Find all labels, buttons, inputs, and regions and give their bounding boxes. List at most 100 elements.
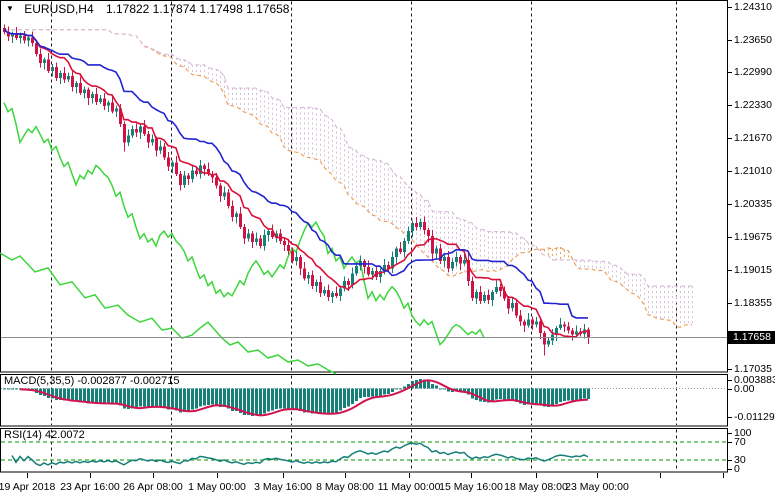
macd-bar [83, 388, 86, 403]
macd-bar [11, 388, 14, 390]
tenkan-sen-line [3, 28, 589, 338]
candle-body [31, 37, 34, 44]
symbol-dropdown-icon[interactable]: ▼ [6, 4, 14, 13]
macd-panel-layer [1, 379, 727, 417]
macd-bar [303, 388, 306, 413]
macd-bar [279, 388, 282, 409]
rsi-panel-layer [1, 441, 727, 467]
candle-body [59, 72, 62, 78]
kijun-sen-line [3, 28, 588, 319]
macd-bar [539, 388, 542, 405]
candle-body [383, 264, 386, 271]
macd-bar [323, 388, 326, 414]
macd-bar [143, 388, 146, 407]
macd-bar [327, 388, 330, 414]
candle-body [67, 75, 70, 80]
macd-bar [551, 388, 554, 406]
macd-bar [175, 388, 178, 411]
macd-bar [319, 388, 322, 415]
macd-bar [511, 388, 514, 401]
candle-body [515, 303, 518, 316]
macd-scale-label: 0.00 [734, 383, 755, 395]
grid-lines [51, 1, 677, 471]
macd-bar [583, 388, 586, 399]
candle-body [339, 288, 342, 296]
macd-scale-label: -0.011294 [734, 411, 775, 423]
candle-body [187, 175, 190, 179]
candle-body [503, 290, 506, 299]
candle-body [431, 236, 434, 254]
macd-bar [507, 388, 510, 401]
price-axis-label: 1.19015 [734, 264, 772, 276]
macd-bar [579, 388, 582, 400]
candle-body [179, 173, 182, 185]
candle-body [27, 37, 30, 41]
candle-body [411, 223, 414, 232]
macd-bar [187, 388, 190, 412]
macd-bar [207, 388, 210, 405]
rsi-indicator-label: RSI(14) 42.0072 [4, 429, 85, 441]
macd-bar [407, 383, 410, 389]
candle-body [555, 328, 558, 335]
macd-bar [355, 388, 358, 401]
macd-bar [535, 388, 538, 404]
candle-body [23, 35, 26, 41]
time-axis-label: 11 May 00:00 [377, 481, 441, 493]
macd-bar [231, 388, 234, 411]
time-axis-label: 26 Apr 08:00 [123, 481, 183, 493]
macd-bar [271, 388, 274, 411]
macd-bar [399, 388, 402, 390]
candle-body [511, 303, 514, 309]
candle-body [387, 264, 390, 269]
macd-bar [163, 388, 166, 409]
macd-bar [523, 388, 526, 405]
macd-signal-line [19, 379, 589, 417]
rsi-scale-label: 100 [734, 427, 752, 439]
candle-body [155, 139, 158, 151]
candle-body [315, 281, 318, 286]
macd-bar [87, 388, 90, 404]
candle-body [419, 222, 422, 228]
macd-bar [47, 388, 50, 398]
candle-body [519, 315, 522, 322]
macd-bar [383, 388, 386, 395]
candle-body [139, 126, 142, 133]
price-axis-label: 1.22990 [734, 66, 772, 78]
macd-bar [311, 388, 314, 414]
candle-body [143, 126, 146, 135]
time-axis-label: 23 May 00:00 [565, 481, 629, 493]
macd-bar [379, 388, 382, 397]
macd-bar [223, 388, 226, 408]
candle-body [199, 165, 202, 174]
macd-indicator-label: MACD(5,35,5) -0.002877 -0.002715 [4, 375, 180, 387]
macd-bar [15, 388, 18, 390]
macd-bar [479, 388, 482, 402]
main-panel-frame [0, 0, 728, 373]
macd-bar [391, 388, 394, 393]
candle-body [427, 230, 430, 237]
candle-body [575, 331, 578, 335]
chikou-span-line [3, 102, 485, 346]
candle-body [251, 233, 254, 243]
macd-bar [519, 388, 522, 404]
macd-bar [475, 388, 478, 400]
macd-bar [299, 388, 302, 412]
candle-body [11, 33, 14, 37]
candle-body [395, 248, 398, 257]
candle-body [35, 43, 38, 54]
candle-body [43, 59, 46, 63]
macd-bar [259, 388, 262, 416]
macd-bar [419, 379, 422, 389]
macd-bar [75, 388, 78, 402]
green-overlay-lines [0, 102, 485, 375]
candle-body [111, 102, 114, 112]
macd-bar [403, 386, 406, 389]
candle-body [239, 213, 242, 228]
macd-bar [203, 388, 206, 406]
macd-bar [431, 384, 434, 389]
candle-body [203, 165, 206, 169]
macd-bar [495, 388, 498, 400]
candle-body [247, 233, 250, 239]
candle-body [119, 108, 122, 125]
